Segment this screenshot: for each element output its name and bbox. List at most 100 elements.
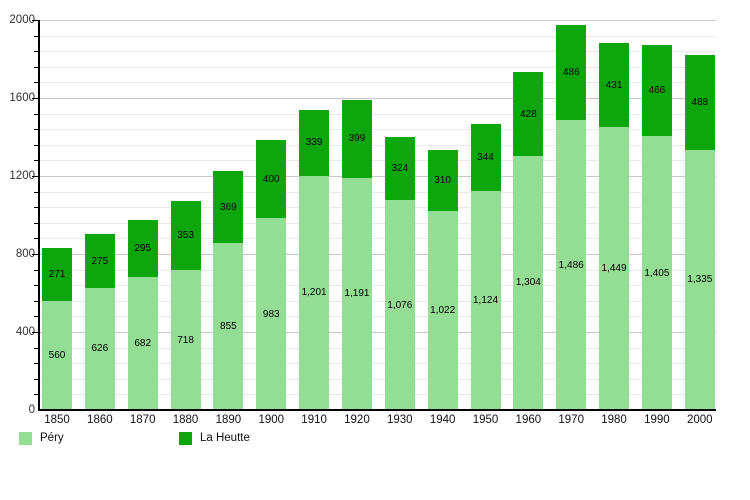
x-axis-label-1850: 1850 bbox=[44, 414, 70, 426]
legend-label-pery: Péry bbox=[40, 432, 64, 444]
value-label: 344 bbox=[477, 151, 494, 163]
y-axis-minor-tick bbox=[34, 51, 39, 53]
y-axis-major-tick bbox=[32, 98, 39, 99]
bar-group-1980: 1,449 431 bbox=[599, 43, 630, 410]
y-axis-major-tick bbox=[32, 254, 39, 255]
bar-segment-la-heutte-1950: 344 bbox=[470, 123, 501, 191]
bar-group-1900: 983 400 bbox=[256, 140, 287, 410]
bar-segment-la-heutte-1890: 369 bbox=[213, 171, 244, 244]
y-axis-label: 0 bbox=[28, 404, 35, 416]
bar-group-1870: 682 295 bbox=[127, 219, 158, 410]
x-axis-label-1950: 1950 bbox=[472, 414, 499, 426]
value-label: 1,405 bbox=[644, 267, 670, 279]
value-label: 560 bbox=[48, 349, 66, 361]
y-axis-minor-tick bbox=[34, 191, 39, 193]
value-label: 428 bbox=[520, 108, 537, 120]
x-axis-label-1870: 1870 bbox=[129, 414, 156, 426]
y-axis-label: 1600 bbox=[9, 92, 35, 104]
value-label: 1,304 bbox=[515, 277, 541, 289]
bar-group-1930: 1,076 324 bbox=[384, 137, 415, 410]
y-axis-minor-tick bbox=[34, 144, 39, 146]
bar-group-1850: 560 271 bbox=[42, 247, 72, 410]
x-axis-label-1980: 1980 bbox=[601, 414, 627, 426]
value-label: 1,076 bbox=[387, 299, 413, 311]
value-label: 1,201 bbox=[301, 287, 327, 299]
x-axis-label-1860: 1860 bbox=[87, 414, 113, 426]
x-axis-label-1960: 1960 bbox=[515, 414, 542, 426]
gridline-minor bbox=[40, 316, 716, 318]
bar-segment-pery-1970: 1,486 bbox=[556, 120, 587, 410]
gridline-minor bbox=[40, 285, 716, 287]
bar-segment-la-heutte-1970: 486 bbox=[556, 25, 587, 121]
legend: Péry La Heutte bbox=[0, 431, 750, 447]
gridline-minor bbox=[40, 160, 716, 162]
x-axis-label-1910: 1910 bbox=[301, 414, 327, 426]
gridline-major bbox=[40, 176, 716, 177]
bar-segment-pery-1980: 1,449 bbox=[599, 127, 630, 410]
y-axis-major-tick bbox=[32, 20, 39, 21]
x-axis-label-1930: 1930 bbox=[387, 414, 413, 426]
gridline-minor bbox=[40, 82, 716, 84]
gridline-major bbox=[40, 20, 716, 21]
y-axis-major-tick bbox=[32, 332, 39, 333]
value-label: 1,335 bbox=[687, 274, 713, 286]
y-axis-minor-tick bbox=[34, 207, 39, 209]
y-axis-minor-tick bbox=[34, 269, 39, 271]
bar-segment-pery-1990: 1,405 bbox=[641, 136, 672, 410]
bar-segment-la-heutte-1920: 399 bbox=[341, 99, 372, 178]
x-axis-label-1940: 1940 bbox=[429, 414, 456, 426]
gridline-minor bbox=[40, 51, 716, 53]
bar-segment-la-heutte-1940: 310 bbox=[427, 150, 458, 211]
value-label: 488 bbox=[691, 96, 709, 108]
y-axis-minor-tick bbox=[34, 222, 39, 224]
x-axis-label-1970: 1970 bbox=[558, 414, 584, 426]
y-axis-minor-tick bbox=[34, 66, 39, 68]
y-axis-minor-tick bbox=[34, 82, 39, 84]
y-axis-label: 400 bbox=[15, 326, 35, 338]
gridline-minor bbox=[40, 378, 716, 380]
value-label: 431 bbox=[605, 79, 623, 91]
legend-label-la-heutte: La Heutte bbox=[200, 432, 250, 444]
y-axis-minor-tick bbox=[34, 285, 39, 287]
gridline-minor bbox=[40, 144, 716, 146]
bar-segment-la-heutte-1850: 271 bbox=[42, 247, 72, 301]
value-label: 626 bbox=[91, 343, 109, 355]
bar-segment-la-heutte-1910: 339 bbox=[299, 109, 330, 176]
y-axis-minor-tick bbox=[34, 35, 39, 37]
bar-group-1920: 1,191 399 bbox=[341, 99, 372, 410]
bar-segment-la-heutte-1960: 428 bbox=[513, 72, 544, 156]
plot-area: 560 271 626 275 682 295 718 353 855 369 983 400 1,20… bbox=[40, 20, 716, 410]
y-axis-minor-tick bbox=[34, 316, 39, 318]
legend-item-la-heutte: La Heutte bbox=[179, 431, 250, 445]
y-axis-minor-tick bbox=[34, 129, 39, 131]
bar-group-1890: 855 369 bbox=[213, 171, 244, 410]
y-axis-minor-tick bbox=[34, 363, 39, 365]
legend-item-pery: Péry bbox=[19, 431, 64, 445]
bar-segment-pery-2000: 1,335 bbox=[684, 149, 715, 410]
bar-segment-la-heutte-1990: 466 bbox=[641, 45, 672, 137]
bar-segment-la-heutte-1900: 400 bbox=[256, 140, 287, 219]
value-label: 855 bbox=[220, 321, 237, 333]
gridline-minor bbox=[40, 207, 716, 209]
gridline-minor bbox=[40, 222, 716, 224]
gridline-minor bbox=[40, 129, 716, 131]
value-label: 1,022 bbox=[430, 304, 456, 316]
bar-group-2000: 1,335 488 bbox=[684, 54, 715, 410]
gridline-minor bbox=[40, 113, 716, 115]
gridline-minor bbox=[40, 269, 716, 271]
y-axis-minor-tick bbox=[34, 378, 39, 380]
bar-group-1940: 1,022 310 bbox=[427, 150, 458, 410]
y-axis-minor-tick bbox=[34, 394, 39, 396]
value-label: 682 bbox=[134, 338, 152, 349]
bar-group-1880: 718 353 bbox=[170, 201, 201, 410]
bar-segment-la-heutte-1860: 275 bbox=[84, 234, 115, 288]
gridline-minor bbox=[40, 66, 716, 68]
gridline-major bbox=[40, 98, 716, 99]
value-label: 295 bbox=[134, 242, 152, 254]
x-axis-label-1890: 1890 bbox=[215, 414, 242, 426]
bar-group-1860: 626 275 bbox=[84, 234, 115, 410]
gridline-minor bbox=[40, 191, 716, 193]
bar-segment-pery-1860: 626 bbox=[84, 287, 115, 410]
value-label: 399 bbox=[348, 133, 366, 145]
